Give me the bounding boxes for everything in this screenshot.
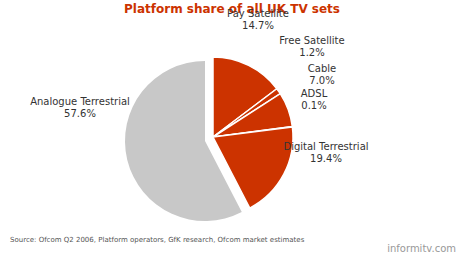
svg-text:Digital Terrestrial19.4%: Digital Terrestrial19.4% xyxy=(283,141,368,164)
svg-text:ADSL0.1%: ADSL0.1% xyxy=(301,88,328,111)
svg-text:Free Satellite1.2%: Free Satellite1.2% xyxy=(279,35,344,58)
svg-text:Analogue Terrestrial57.6%: Analogue Terrestrial57.6% xyxy=(30,96,130,119)
svg-text:Pay Satellite14.7%: Pay Satellite14.7% xyxy=(227,8,289,31)
svg-text:Cable7.0%: Cable7.0% xyxy=(308,63,336,86)
